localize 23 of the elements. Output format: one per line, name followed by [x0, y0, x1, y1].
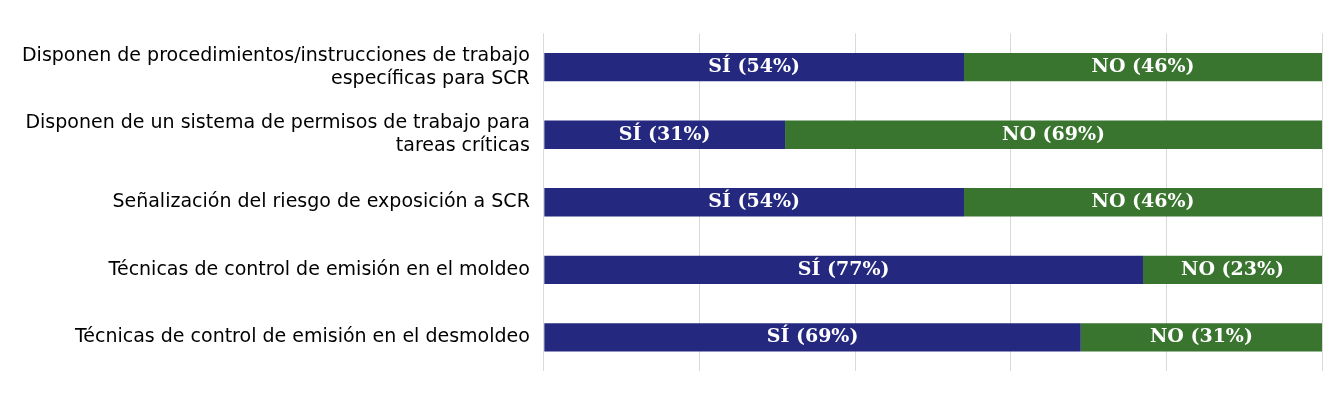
y-tick-label: Técnicas de control de emisión en el moldeo	[107, 256, 530, 279]
bar	[964, 52, 1322, 82]
y-tick-label: Disponen de un sistema de permisos de trabajo para tareas críticas	[25, 110, 530, 156]
data-label: NO (46%)	[1091, 189, 1195, 212]
bar	[544, 188, 965, 217]
y-tick-label: Técnicas de control de emisión en el desmoldeo	[73, 324, 530, 347]
data-label: NO (69%)	[1002, 121, 1106, 144]
data-label: NO (31%)	[1149, 324, 1253, 347]
data-label: SÍ (77%)	[797, 256, 890, 279]
bar	[544, 255, 1144, 285]
bar	[1080, 323, 1322, 352]
data-label: NO (23%)	[1181, 256, 1285, 279]
bar	[785, 120, 1322, 149]
data-label: SÍ (54%)	[708, 54, 801, 77]
bar	[964, 188, 1322, 217]
data-label: NO (46%)	[1091, 54, 1195, 77]
data-label: SÍ (31%)	[618, 121, 711, 144]
y-tick-label: Señalización del riesgo de exposición a SCR	[112, 189, 530, 212]
data-label: SÍ (54%)	[708, 189, 801, 212]
y-tick-label: Disponen de procedimientos/instrucciones de trabajo específicas para SCR	[21, 42, 530, 88]
bar	[544, 323, 1081, 352]
data-label: SÍ (69%)	[766, 324, 859, 347]
bar	[544, 52, 965, 82]
